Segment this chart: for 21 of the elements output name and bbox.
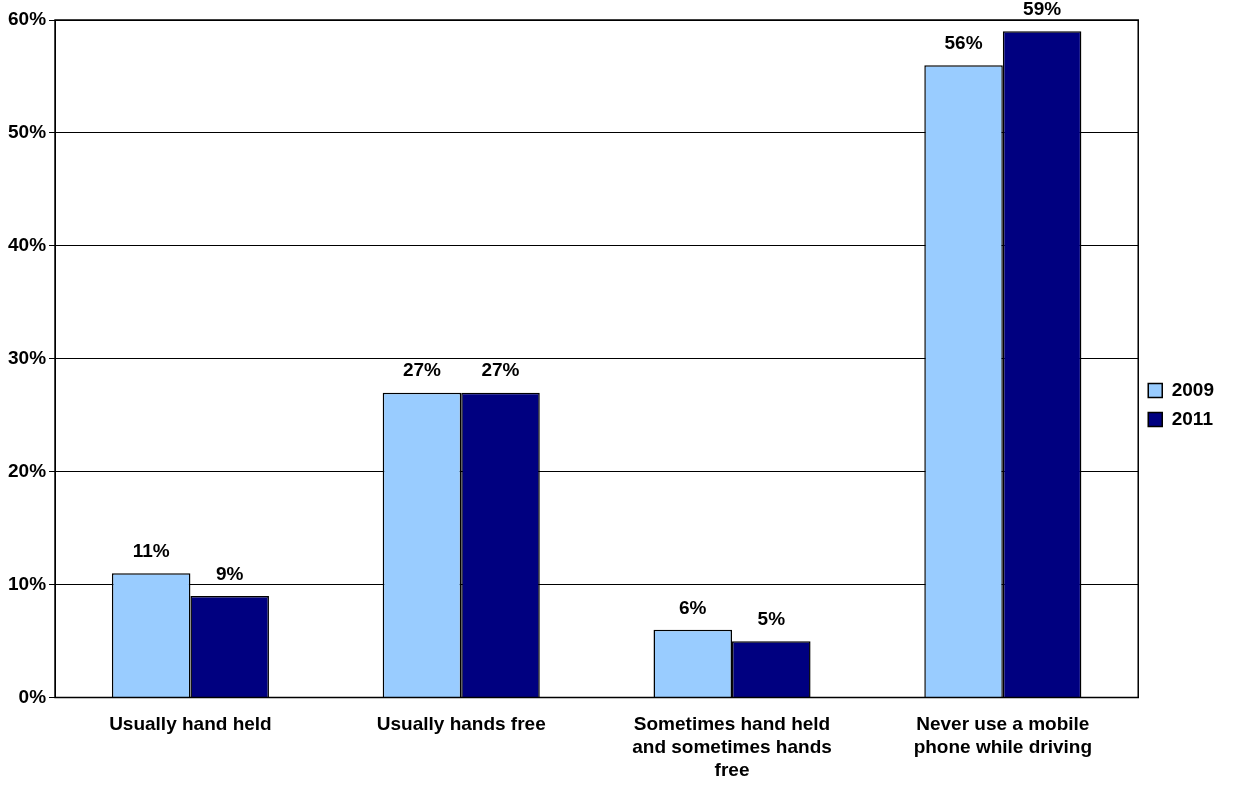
y-tick-label: 40% <box>8 234 47 256</box>
x-tick-label: Usually hand held <box>109 713 272 735</box>
x-tick-label: Never use a mobile phone while driving <box>913 713 1093 758</box>
x-tick-label: Sometimes hand held and sometimes hands free <box>632 713 832 780</box>
data-label: 6% <box>679 596 707 618</box>
y-tick-label: 50% <box>8 121 47 143</box>
x-tick-label: Usually hands free <box>376 713 546 735</box>
legend-label: 2011 <box>1171 407 1214 429</box>
data-label: 9% <box>215 562 244 584</box>
data-label: 27% <box>402 359 442 381</box>
data-label: 56% <box>944 31 983 53</box>
data-label: 59% <box>1023 0 1062 20</box>
y-tick-label: 10% <box>8 572 47 594</box>
legend-label: 2009 <box>1171 378 1215 400</box>
y-tick-label: 60% <box>8 8 47 30</box>
data-label: 27% <box>481 359 520 381</box>
data-label: 5% <box>757 607 786 629</box>
y-tick-label: 30% <box>8 347 47 369</box>
y-tick-label: 20% <box>8 459 47 481</box>
y-tick-label: 0% <box>18 685 47 707</box>
data-label: 11% <box>132 540 170 562</box>
